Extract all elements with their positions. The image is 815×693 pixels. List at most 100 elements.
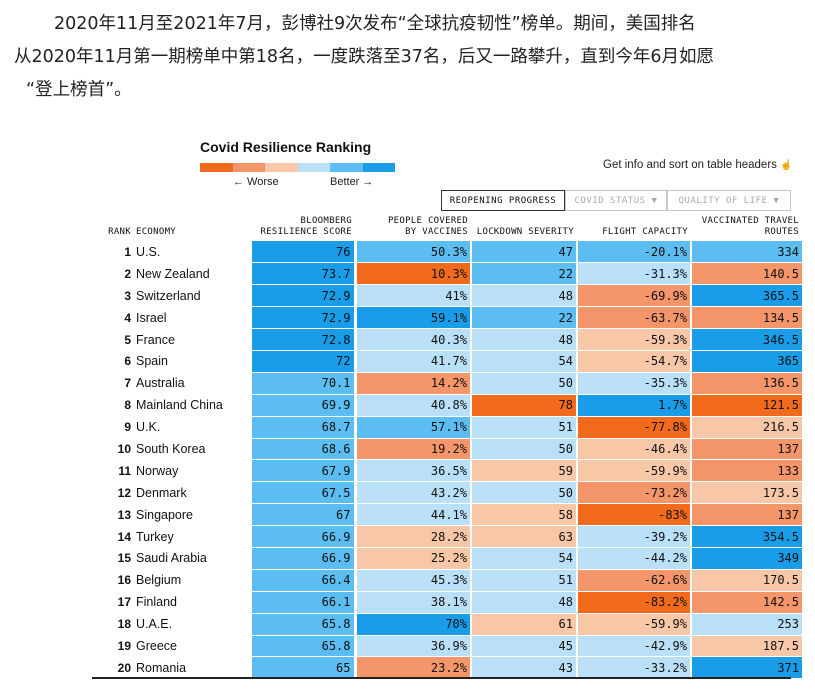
- table-row: 14 Turkey 66.9 28.2% 63 -39.2% 354.5: [92, 525, 802, 548]
- legend-swatch: [330, 163, 363, 172]
- travel-routes-cell: 137: [690, 438, 802, 461]
- travel-routes-cell: 187.5: [690, 635, 802, 658]
- vaccines-cell: 43.2%: [353, 481, 471, 505]
- travel-routes-cell: 371: [690, 656, 802, 680]
- travel-routes-cell: 140.5: [690, 262, 802, 286]
- header-lockdown-severity[interactable]: LOCKDOWN SEVERITY: [476, 227, 574, 237]
- table-row: 18 U.A.E. 65.8 70% 61 -59.9% 253: [92, 613, 802, 636]
- travel-routes-cell: 216.5: [690, 416, 802, 439]
- economy-cell: U.S.: [136, 244, 161, 259]
- table-row: 2 New Zealand 73.7 10.3% 22 -31.3% 140.5: [92, 262, 802, 286]
- vaccines-cell: 70%: [353, 613, 471, 636]
- tab-reopening-progress[interactable]: REOPENING PROGRESS: [441, 190, 565, 211]
- tab-covid-status[interactable]: COVID STATUS ▼: [565, 190, 667, 211]
- travel-routes-cell: 173.5: [690, 481, 802, 505]
- intro-line-2: 从2020年11月第一期榜单中第18名，一度跌落至37名，后又一路攀升，直到今年…: [14, 47, 714, 67]
- rank-cell: 17: [117, 595, 131, 610]
- economy-cell: Switzerland: [136, 288, 201, 303]
- resilience-score-cell: 67.5: [252, 481, 355, 505]
- resilience-score-cell: 72.9: [252, 306, 355, 330]
- header-line: VACCINATED TRAVEL: [701, 216, 799, 226]
- vaccines-cell: 38.1%: [353, 591, 471, 614]
- economy-cell: South Korea: [136, 441, 206, 456]
- header-flight-capacity[interactable]: FLIGHT CAPACITY: [602, 227, 688, 237]
- rank-cell: 16: [117, 573, 131, 588]
- economy-cell: Greece: [136, 638, 177, 653]
- resilience-score-cell: 68.6: [252, 438, 355, 461]
- tab-bar: REOPENING PROGRESS COVID STATUS ▼ QUALIT…: [441, 190, 791, 211]
- rank-cell: 2: [124, 266, 131, 281]
- travel-routes-cell: 253: [690, 613, 802, 636]
- flight-capacity-cell: -46.4%: [576, 438, 691, 461]
- header-line: ROUTES: [764, 227, 799, 237]
- travel-routes-cell: 142.5: [690, 591, 802, 614]
- legend-worse-label: ← Worse: [233, 176, 279, 188]
- lockdown-cell: 48: [470, 328, 577, 351]
- rank-cell: 15: [117, 551, 131, 566]
- economy-cell: Norway: [136, 463, 179, 478]
- table-row: 20 Romania 65 23.2% 43 -33.2% 371: [92, 656, 802, 680]
- lockdown-cell: 43: [470, 656, 577, 680]
- tab-label: QUALITY OF LIFE: [678, 195, 768, 206]
- resilience-score-cell: 66.4: [252, 569, 355, 592]
- vaccines-cell: 41%: [353, 284, 471, 308]
- lockdown-cell: 50: [470, 438, 577, 461]
- color-legend: [200, 163, 395, 172]
- table-header-row: RANK ECONOMY BLOOMBERG RESILIENCE SCORE …: [92, 213, 802, 241]
- lockdown-cell: 58: [470, 503, 577, 527]
- travel-routes-cell: 137: [690, 503, 802, 527]
- resilience-score-cell: 69.9: [252, 394, 355, 417]
- table-row: 7 Australia 70.1 14.2% 50 -35.3% 136.5: [92, 372, 802, 395]
- table-row: 12 Denmark 67.5 43.2% 50 -73.2% 173.5: [92, 481, 802, 505]
- table-body: 1 U.S. 76 50.3% 47 -20.1% 334 2 New Zealand 73.7 1…: [92, 241, 802, 680]
- travel-routes-cell: 349: [690, 547, 802, 570]
- vaccines-cell: 40.8%: [353, 394, 471, 417]
- rank-cell: 18: [117, 617, 131, 632]
- travel-routes-cell: 354.5: [690, 525, 802, 548]
- vaccines-cell: 40.3%: [353, 328, 471, 351]
- rank-cell: 1: [124, 244, 131, 259]
- header-travel-routes[interactable]: VACCINATED TRAVEL ROUTES: [691, 213, 802, 241]
- header-economy[interactable]: ECONOMY: [136, 227, 177, 237]
- vaccines-cell: 59.1%: [353, 306, 471, 330]
- economy-cell: Finland: [136, 595, 177, 610]
- flight-capacity-cell: -62.6%: [576, 569, 691, 592]
- vaccines-cell: 10.3%: [353, 262, 471, 286]
- flight-capacity-cell: -42.9%: [576, 635, 691, 658]
- flight-capacity-cell: -31.3%: [576, 262, 691, 286]
- tab-quality-of-life[interactable]: QUALITY OF LIFE ▼: [667, 190, 791, 211]
- table-row: 1 U.S. 76 50.3% 47 -20.1% 334: [92, 241, 802, 264]
- header-resilience-score[interactable]: BLOOMBERG RESILIENCE SCORE: [252, 213, 355, 241]
- rank-cell: 4: [124, 310, 131, 325]
- flight-capacity-cell: -83.2%: [576, 591, 691, 614]
- travel-routes-cell: 136.5: [690, 372, 802, 395]
- table-row: 16 Belgium 66.4 45.3% 51 -62.6% 170.5: [92, 569, 802, 592]
- lockdown-cell: 51: [470, 416, 577, 439]
- flight-capacity-cell: -44.2%: [576, 547, 691, 570]
- rank-cell: 10: [117, 441, 131, 456]
- resilience-score-cell: 67.9: [252, 459, 355, 483]
- travel-routes-cell: 365.5: [690, 284, 802, 308]
- header-line: BY VACCINES: [405, 227, 468, 237]
- tab-label: COVID STATUS: [574, 195, 646, 206]
- table-row: 10 South Korea 68.6 19.2% 50 -46.4% 137: [92, 438, 802, 461]
- resilience-score-cell: 65.8: [252, 613, 355, 636]
- header-rank[interactable]: RANK: [108, 227, 131, 237]
- resilience-score-cell: 72: [252, 350, 355, 373]
- lockdown-cell: 48: [470, 284, 577, 308]
- lockdown-cell: 48: [470, 591, 577, 614]
- vaccines-cell: 28.2%: [353, 525, 471, 548]
- travel-routes-cell: 133: [690, 459, 802, 483]
- table-row: 5 France 72.8 40.3% 48 -59.3% 346.5: [92, 328, 802, 351]
- resilience-score-cell: 65: [252, 656, 355, 680]
- economy-cell: France: [136, 332, 175, 347]
- resilience-score-cell: 66.1: [252, 591, 355, 614]
- flight-capacity-cell: -59.9%: [576, 613, 691, 636]
- resilience-score-cell: 70.1: [252, 372, 355, 395]
- lockdown-cell: 22: [470, 306, 577, 330]
- resilience-score-cell: 73.7: [252, 262, 355, 286]
- flight-capacity-cell: -83%: [576, 503, 691, 527]
- chart-title: Covid Resilience Ranking: [200, 139, 372, 155]
- header-vaccines[interactable]: PEOPLE COVERED BY VACCINES: [355, 213, 471, 241]
- rank-cell: 14: [117, 529, 131, 544]
